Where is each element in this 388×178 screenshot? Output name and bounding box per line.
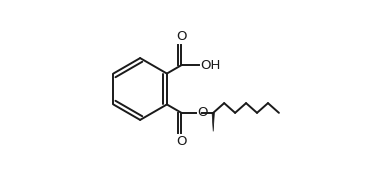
Polygon shape xyxy=(212,113,214,131)
Text: O: O xyxy=(197,106,208,119)
Text: O: O xyxy=(176,135,187,148)
Text: O: O xyxy=(176,30,187,43)
Text: OH: OH xyxy=(200,59,220,72)
